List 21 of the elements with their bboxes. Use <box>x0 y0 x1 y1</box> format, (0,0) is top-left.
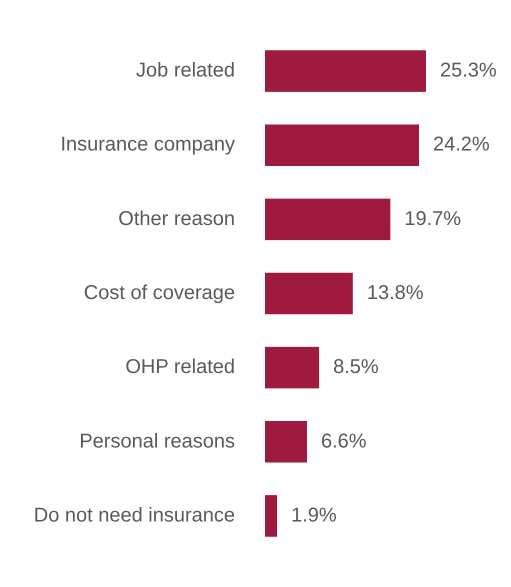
y-tick-label: Other reason <box>118 208 235 230</box>
data-label: 1.9% <box>291 504 337 526</box>
data-label: 6.6% <box>321 430 367 452</box>
bar <box>265 272 353 314</box>
data-label: 13.8% <box>366 282 424 304</box>
bar <box>265 198 390 240</box>
y-tick-label: Job related <box>136 60 235 82</box>
bar <box>265 421 307 463</box>
bar <box>265 495 278 537</box>
y-tick-label: Cost of coverage <box>84 282 235 304</box>
bar <box>265 124 419 166</box>
data-label: 8.5% <box>333 356 379 378</box>
bar <box>265 346 320 388</box>
y-tick-label: Insurance company <box>60 134 235 156</box>
data-label: 25.3% <box>440 60 497 82</box>
y-tick-label: OHP related <box>125 356 235 378</box>
bar <box>265 50 426 92</box>
data-label: 24.2% <box>433 134 490 156</box>
y-tick-label: Do not need insurance <box>34 504 235 526</box>
data-label: 19.7% <box>404 208 462 230</box>
y-tick-label: Personal reasons <box>79 430 235 452</box>
